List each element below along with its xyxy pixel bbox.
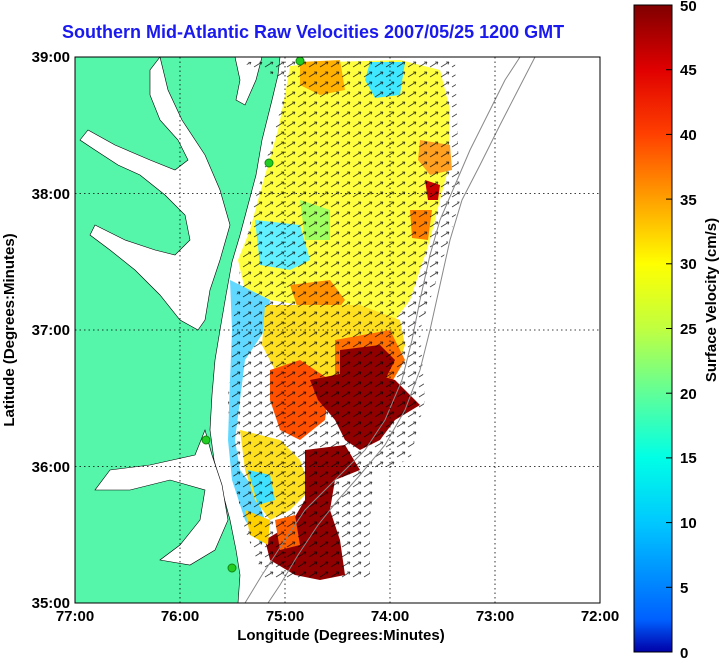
station-marker (264, 158, 274, 168)
lat-tick: 38:00 (32, 186, 70, 203)
colorbar-tick: 5 (680, 580, 688, 597)
colorbar-tick: 25 (680, 321, 697, 338)
lon-tick: 77:00 (56, 608, 94, 625)
colorbar-tick: 0 (680, 645, 688, 659)
lon-tick: 76:00 (161, 608, 199, 625)
isobath-contour (244, 57, 521, 603)
lon-tick-labels: 77:00 76:00 75:00 74:00 73:00 72:00 (56, 608, 619, 625)
grid (75, 57, 600, 603)
colorbar (633, 4, 673, 653)
delaware-bay (234, 57, 263, 106)
station-marker (295, 57, 305, 66)
colorbar-tick: 20 (680, 386, 697, 403)
lat-tick: 39:00 (32, 49, 70, 66)
station-marker (201, 435, 211, 445)
station-marker (227, 563, 237, 573)
chesapeake-bay (79, 57, 231, 331)
velocity-field (228, 60, 460, 580)
colorbar-tick-labels: 0 5 10 15 20 25 30 35 40 45 50 (680, 0, 697, 659)
colorbar-label: Surface Velocity (cm/s) (703, 218, 720, 382)
colorbar-tick: 30 (680, 256, 697, 273)
colorbar-tick: 15 (680, 450, 697, 467)
lon-tick: 72:00 (581, 608, 619, 625)
colorbar-tick: 35 (680, 192, 697, 209)
lon-tick: 73:00 (476, 608, 514, 625)
pamlico-sound (94, 429, 229, 566)
lat-tick-labels: 39:00 38:00 37:00 36:00 35:00 (32, 49, 70, 612)
map-title: Southern Mid-Atlantic Raw Velocities 200… (62, 22, 565, 42)
lat-tick: 37:00 (32, 322, 70, 339)
lat-tick: 35:00 (32, 595, 70, 612)
lon-tick: 75:00 (266, 608, 304, 625)
lon-tick: 74:00 (371, 608, 409, 625)
x-axis-title: Longitude (Degrees:Minutes) (237, 627, 445, 644)
colorbar-ticks (666, 69, 672, 653)
colorbar-tick: 10 (680, 515, 697, 532)
radar-stations (201, 57, 305, 573)
isobath-contour-2 (267, 57, 536, 603)
colorbar-tick: 50 (680, 0, 697, 15)
colorbar-tick: 40 (680, 127, 697, 144)
colorbar-tick: 45 (680, 62, 697, 79)
y-axis-title: Latitude (Degrees:Minutes) (1, 233, 18, 426)
lat-tick: 36:00 (32, 459, 70, 476)
